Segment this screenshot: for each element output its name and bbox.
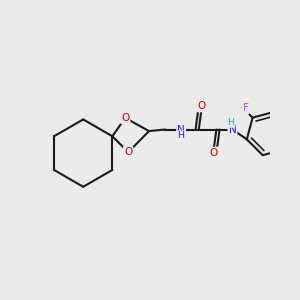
Text: O: O [124, 147, 132, 157]
Text: F: F [243, 103, 249, 113]
Text: H: H [227, 118, 234, 127]
Text: O: O [210, 148, 218, 158]
Text: O: O [121, 113, 129, 123]
Text: N: N [177, 124, 185, 134]
Text: O: O [197, 101, 205, 111]
Text: N: N [229, 124, 236, 134]
Text: H: H [178, 131, 184, 140]
